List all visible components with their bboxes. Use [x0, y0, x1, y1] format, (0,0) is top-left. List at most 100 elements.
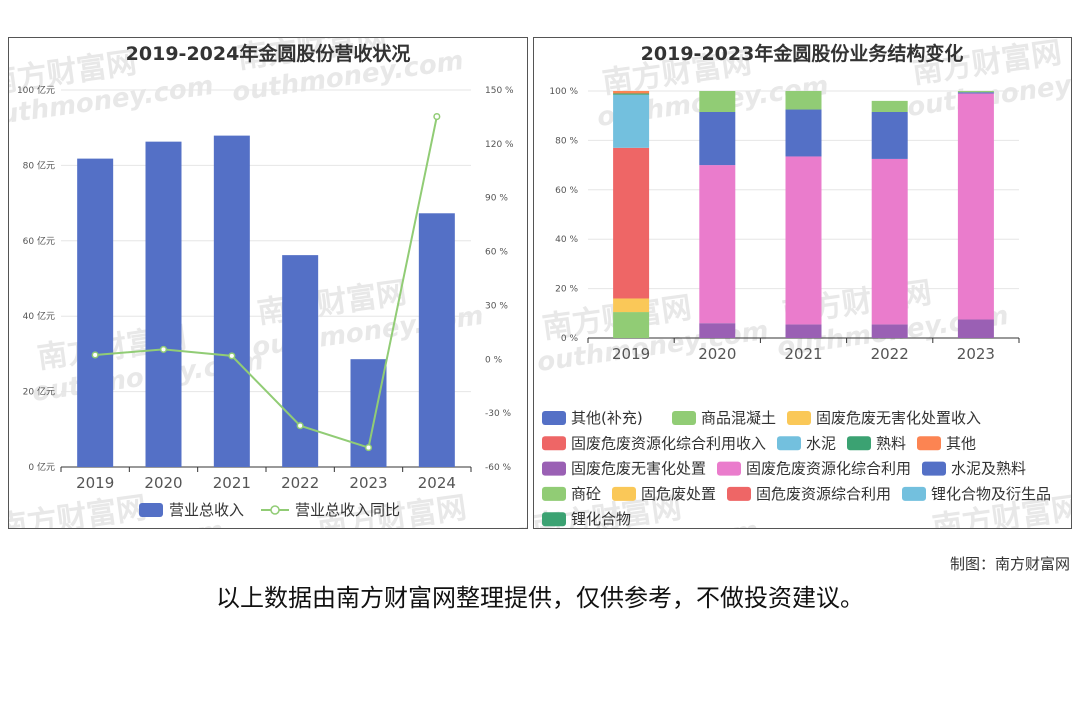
- stack-segment: [613, 298, 650, 313]
- yoy-point: [228, 352, 236, 360]
- legend-swatch: [672, 411, 696, 425]
- legend-label: 锂化合物及衍生品: [931, 485, 1051, 503]
- stack-segment: [957, 93, 994, 320]
- yoy-point: [364, 444, 373, 452]
- y-tick-label: 80 %: [555, 136, 578, 146]
- legend-swatch: [902, 486, 926, 501]
- y-tick-label: 60 亿元: [23, 235, 55, 247]
- revenue-bar: [282, 255, 319, 467]
- legend-label: 其他(补充): [571, 409, 643, 427]
- stack-segment: [871, 324, 908, 338]
- yoy-line: [95, 116, 438, 449]
- yoy-point: [296, 422, 304, 430]
- stack-segment: [699, 165, 736, 324]
- x-tick-label: 2021: [784, 345, 822, 363]
- legend-swatch: [542, 461, 566, 476]
- x-tick-label: 2020: [144, 474, 182, 492]
- x-tick-label: 2024: [418, 474, 456, 492]
- yoy-point: [159, 345, 168, 353]
- chart-title: 2019-2023年金圆股份业务结构变化: [641, 42, 964, 65]
- legend-swatch: [542, 411, 566, 425]
- legend-label: 其他: [946, 434, 976, 452]
- y-tick-label: 0 亿元: [28, 461, 55, 473]
- y-tick-label: 80 亿元: [23, 159, 55, 171]
- chart-title: 2019-2024年金圆股份营收状况: [126, 42, 411, 65]
- revenue-chart: 南方财富网outhmoney.com南方财富网outhmoney.com南方财富…: [9, 38, 527, 528]
- x-tick-label: 2020: [698, 345, 736, 363]
- legend-label: 固危废资源综合利用: [756, 485, 891, 503]
- y2-tick-label: 150 %: [485, 86, 514, 96]
- yoy-point: [433, 113, 441, 121]
- legend-label: 水泥及熟料: [951, 460, 1026, 478]
- revenue-bar: [213, 135, 250, 467]
- y2-tick-label: 60 %: [485, 248, 508, 258]
- y-tick-label: 0 %: [561, 334, 579, 344]
- legend-swatch: [717, 461, 741, 476]
- stack-segment: [613, 147, 650, 299]
- chart-credit: 制图：南方财富网: [949, 555, 1070, 573]
- stack-segment: [785, 324, 822, 338]
- x-tick-label: 2021: [213, 474, 251, 492]
- stack-segment: [957, 91, 994, 93]
- legend-label: 固危废处置: [641, 485, 716, 503]
- stack-segment: [613, 91, 650, 94]
- y-tick-label: 40 %: [555, 235, 578, 245]
- legend-label: 锂化合物: [571, 510, 631, 528]
- disclaimer-text: 以上数据由南方财富网整理提供，仅供参考，不做投资建议。: [216, 584, 864, 612]
- stack-segment: [785, 156, 822, 325]
- y2-tick-label: 30 %: [485, 301, 508, 311]
- legend-swatch: [542, 436, 566, 451]
- stack-segment: [613, 312, 650, 338]
- legend-swatch: [917, 436, 941, 451]
- revenue-bar: [77, 158, 114, 467]
- legend-label: 营业总收入: [169, 501, 244, 519]
- x-tick-label: 2023: [349, 474, 387, 492]
- legend-label: 商品混凝土: [701, 409, 776, 427]
- legend-label: 营业总收入同比: [295, 501, 400, 519]
- legend-swatch: [787, 411, 811, 425]
- y2-tick-label: 120 %: [485, 140, 514, 150]
- legend-swatch: [542, 512, 566, 527]
- stack-segment: [613, 94, 650, 148]
- stack-segment: [785, 109, 822, 157]
- legend-swatch: [777, 436, 801, 451]
- legend-swatch-point: [270, 505, 280, 515]
- legend-swatch: [612, 486, 636, 501]
- stack-segment: [871, 111, 908, 159]
- legend-label: 固废危废资源化综合利用收入: [571, 434, 766, 452]
- x-tick-label: 2022: [871, 345, 909, 363]
- y2-tick-label: -60 %: [485, 463, 512, 473]
- business-structure-chart-panel: 南方财富网outhmoney.com南方财富网outhmoney.com南方财富…: [533, 37, 1072, 529]
- legend-label: 商砼: [571, 485, 601, 503]
- x-tick-label: 2019: [76, 474, 114, 492]
- legend-label: 熟料: [876, 434, 906, 452]
- revenue-bar: [418, 213, 455, 467]
- legend-label: 水泥: [806, 434, 836, 452]
- y-tick-label: 100 亿元: [17, 84, 55, 96]
- y-tick-label: 60 %: [555, 186, 578, 196]
- revenue-chart-panel: 南方财富网 outhmoney.com 南方财富网 outhmoney.com 南方财富…: [8, 37, 528, 529]
- legend-swatch: [922, 461, 946, 476]
- business-structure-chart: 南方财富网outhmoney.com南方财富网outhmoney.com南方财富…: [534, 38, 1071, 528]
- legend-swatch: [727, 486, 751, 501]
- x-tick-label: 2022: [281, 474, 319, 492]
- x-tick-label: 2023: [957, 345, 995, 363]
- stack-segment: [699, 91, 736, 112]
- stack-segment: [613, 93, 650, 95]
- watermark-cn: 南方财富网: [9, 490, 149, 528]
- y2-tick-label: 0 %: [485, 355, 503, 365]
- stack-segment: [699, 111, 736, 166]
- legend-swatch: [847, 436, 871, 451]
- legend-label: 固废危废无害化处置收入: [816, 409, 981, 427]
- stack-segment: [699, 323, 736, 338]
- y-tick-label: 100 %: [549, 87, 578, 97]
- stack-segment: [957, 319, 994, 338]
- legend-label: 固废危废无害化处置: [571, 460, 706, 478]
- yoy-point: [91, 351, 99, 359]
- stack-segment: [785, 91, 822, 110]
- y2-tick-label: 90 %: [485, 194, 508, 204]
- stack-segment: [957, 92, 994, 94]
- stack-segment: [871, 100, 908, 112]
- x-tick-label: 2019: [612, 345, 650, 363]
- revenue-bar: [145, 141, 182, 468]
